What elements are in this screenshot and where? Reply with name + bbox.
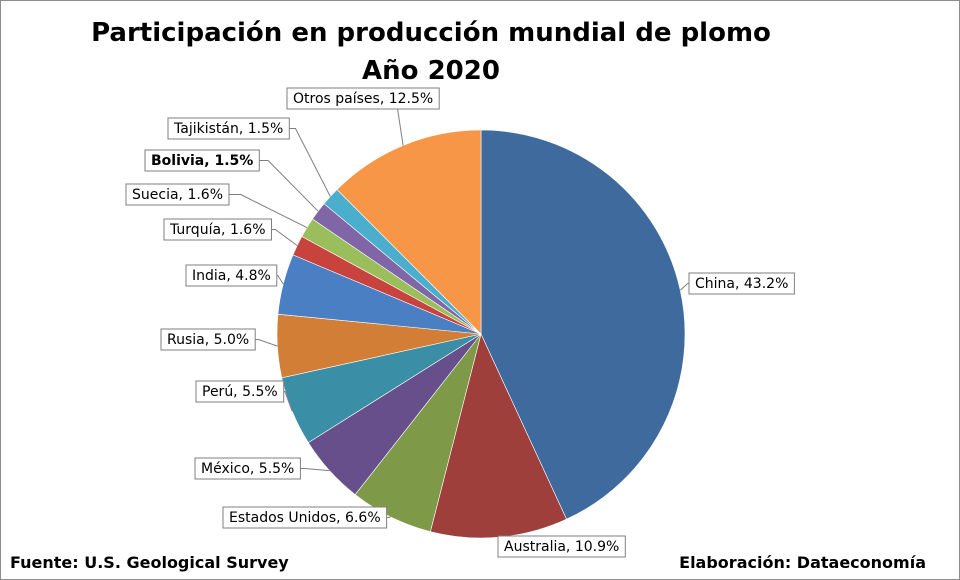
pie-labels: China, 43.2% Australia, 10.9% Estados Unid… bbox=[125, 87, 795, 558]
slice-label-china: China, 43.2% bbox=[695, 276, 788, 292]
leader-line-rusia bbox=[255, 339, 278, 347]
slice-label-box-otros-paises bbox=[286, 87, 440, 110]
slice-label-box-china bbox=[688, 272, 795, 295]
slice-label-box-india bbox=[185, 264, 278, 287]
leader-line-tajikistan bbox=[289, 128, 331, 197]
slice-label-box-mexico bbox=[194, 457, 301, 480]
slice-label-box-bolivia bbox=[144, 149, 260, 172]
slice-label-suecia: Suecia, 1.6% bbox=[132, 187, 223, 203]
slice-label-box-australia bbox=[497, 535, 626, 558]
pie-slices bbox=[276, 129, 686, 539]
leader-line-china bbox=[679, 283, 689, 291]
slice-label-australia: Australia, 10.9% bbox=[504, 539, 619, 555]
slice-label-otros-paises: Otros países, 12.5% bbox=[293, 91, 433, 107]
slice-label-box-peru bbox=[195, 380, 285, 403]
leader-line-suecia bbox=[229, 194, 308, 229]
leader-line-bolivia bbox=[259, 160, 319, 212]
slice-label-box-estados-unidos bbox=[222, 506, 388, 529]
slice-label-box-tajikistan bbox=[167, 117, 290, 140]
slice-label-box-rusia bbox=[160, 328, 256, 351]
slice-label-mexico: México, 5.5% bbox=[201, 461, 294, 477]
leader-line-otros-paises bbox=[396, 108, 404, 146]
leader-line-estados-unidos bbox=[386, 516, 391, 518]
slice-label-bolivia: Bolivia, 1.5% bbox=[151, 153, 253, 169]
slice-label-estados-unidos: Estados Unidos, 6.6% bbox=[229, 510, 381, 526]
chart-subtitle: Año 2020 bbox=[362, 56, 500, 86]
slice-label-box-suecia bbox=[125, 183, 230, 206]
leader-line-india bbox=[276, 275, 284, 285]
leader-line-turquia bbox=[271, 229, 298, 247]
chart-title: Participación en producción mundial de p… bbox=[91, 18, 771, 48]
pie-slice-china bbox=[480, 129, 686, 520]
slice-label-tajikistan: Tajikistán, 1.5% bbox=[173, 121, 283, 137]
slice-label-rusia: Rusia, 5.0% bbox=[167, 332, 249, 348]
credit-note: Elaboración: Dataeconomía bbox=[679, 553, 926, 572]
slice-label-peru: Perú, 5.5% bbox=[202, 384, 278, 400]
slice-label-turquia: Turquía, 1.6% bbox=[169, 222, 266, 238]
leader-line-mexico bbox=[300, 468, 330, 472]
slice-label-box-turquia bbox=[163, 218, 272, 241]
source-note: Fuente: U.S. Geological Survey bbox=[10, 553, 289, 572]
slice-label-india: India, 4.8% bbox=[192, 268, 271, 284]
